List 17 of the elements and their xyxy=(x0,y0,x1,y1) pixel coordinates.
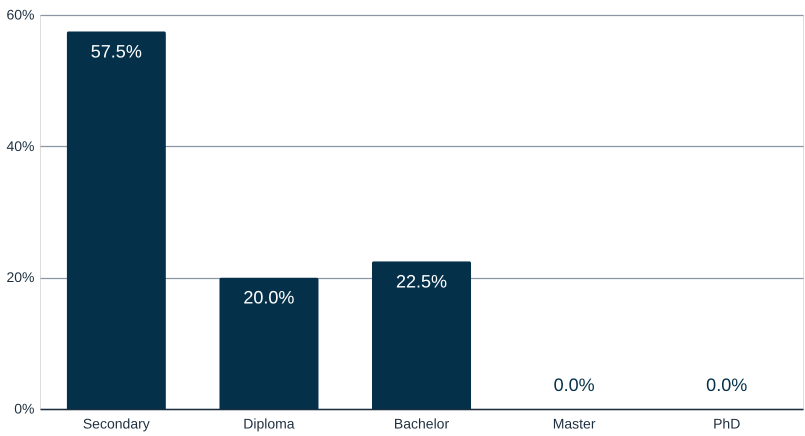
bar xyxy=(66,31,166,409)
data-label: 20.0% xyxy=(243,288,294,308)
y-tick-label: 60% xyxy=(6,6,34,22)
data-label: 57.5% xyxy=(90,41,142,62)
bar xyxy=(219,278,318,409)
bar xyxy=(372,261,472,409)
data-label: 22.5% xyxy=(396,271,448,292)
y-tick-label: 0% xyxy=(14,400,34,416)
data-label: 0.0% xyxy=(706,375,748,395)
y-tick-label: 40% xyxy=(6,138,34,154)
y-tick-label: 20% xyxy=(6,269,34,286)
x-tick-label: Bachelor xyxy=(394,416,450,432)
x-tick-label: Secondary xyxy=(82,416,150,432)
x-tick-label: Diploma xyxy=(243,416,295,432)
data-label: 0.0% xyxy=(554,375,595,395)
x-tick-label: Master xyxy=(552,416,596,432)
x-tick-label: PhD xyxy=(713,416,740,432)
